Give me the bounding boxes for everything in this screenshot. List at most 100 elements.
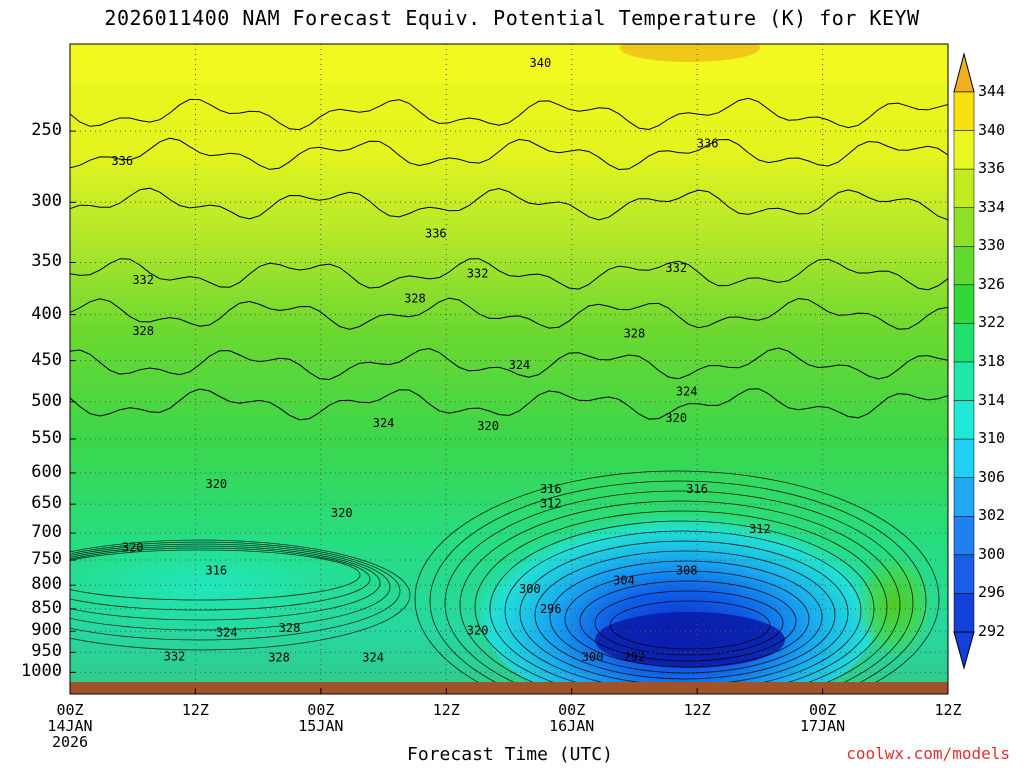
colorbar-tick-label: 322 — [978, 313, 1006, 332]
field-cold-core — [595, 612, 785, 668]
contour-line — [474, 510, 888, 682]
colorbar-tick-label: 334 — [978, 197, 1006, 216]
colorbar-tick-label: 326 — [978, 274, 1006, 293]
contour-label: 328 — [279, 621, 301, 635]
contour-label: 332 — [132, 273, 154, 287]
contour-label: 316 — [540, 482, 562, 496]
contour-label: 324 — [676, 384, 698, 398]
contour-label: 332 — [467, 266, 489, 280]
colorbar-swatch — [953, 207, 975, 247]
contour-line — [564, 570, 810, 668]
contour-label: 320 — [477, 419, 499, 433]
contour-label: 324 — [373, 416, 395, 430]
colorbar-tick-label: 296 — [978, 583, 1006, 602]
y-tick-label: 650 — [31, 493, 62, 514]
colorbar-tick-label: 310 — [978, 429, 1006, 448]
contour-line — [70, 137, 948, 171]
contour-label: 312 — [540, 497, 562, 511]
contour-label: 308 — [676, 563, 698, 577]
contour-line — [70, 388, 948, 421]
contour-line — [70, 297, 948, 330]
contour-line — [579, 580, 797, 662]
contour-line — [549, 560, 823, 674]
contour-line — [429, 480, 927, 682]
y-tick-label: 850 — [31, 597, 62, 618]
contour-line — [70, 539, 411, 651]
contour-line — [534, 550, 836, 680]
contour-line — [70, 545, 381, 621]
colorbar-tick-label: 314 — [978, 390, 1006, 409]
colorbar-tick-label: 292 — [978, 622, 1006, 640]
colorbar-tick-label: 340 — [978, 120, 1006, 139]
contour-label: 336 — [425, 227, 447, 241]
colorbar-tick-label: 318 — [978, 352, 1006, 370]
y-tick-label: 950 — [31, 641, 62, 662]
contour-label: 292 — [624, 650, 646, 664]
colorbar-swatch — [953, 438, 975, 478]
y-tick-label: 1000 — [21, 661, 62, 682]
x-tick-label: 00Z 15JAN — [298, 701, 344, 735]
colorbar-tick-label: 300 — [978, 544, 1006, 563]
contour-label: 320 — [467, 623, 489, 637]
y-tick-label: 900 — [31, 620, 62, 641]
colorbar-swatch — [953, 323, 975, 363]
contour-label: 316 — [686, 482, 708, 496]
colorbar-bottom-arrow — [953, 631, 975, 670]
contour-label: 336 — [111, 154, 133, 168]
contour-line — [594, 590, 784, 656]
contour-line — [459, 500, 901, 682]
contour-label: 324 — [509, 358, 531, 372]
credit-link[interactable]: coolwx.com/models — [846, 744, 1010, 763]
contour-label: 328 — [268, 651, 290, 665]
colorbar-swatch — [953, 246, 975, 286]
contour-line — [70, 547, 371, 611]
y-tick-label: 700 — [31, 522, 62, 543]
x-axis-title: Forecast Time (UTC) — [407, 744, 613, 765]
contour-label: 300 — [519, 582, 541, 596]
x-tick-label: 00Z 14JAN 2026 — [47, 701, 93, 751]
y-tick-label: 600 — [31, 461, 62, 482]
colorbar-swatch — [953, 516, 975, 556]
colorbar-tick-label: 344 — [978, 82, 1006, 100]
y-tick-label: 550 — [31, 427, 62, 448]
contour-label: 320 — [205, 477, 227, 491]
colorbar-swatch — [953, 361, 975, 401]
plot-area: 340 336 336 336 332 332 332 328 328 328 324 324 324 3… — [70, 44, 948, 682]
colorbar-top-arrow — [953, 52, 975, 93]
contour-label: 328 — [404, 292, 426, 306]
colorbar-tick-label: 302 — [978, 506, 1006, 525]
contour-label: 336 — [697, 136, 719, 150]
colorbar-swatch — [953, 130, 975, 170]
colorbar-swatch — [953, 284, 975, 324]
y-tick-label: 350 — [31, 251, 62, 272]
contour-line — [70, 187, 948, 221]
chart-title: 2026011400 NAM Forecast Equiv. Potential… — [104, 6, 920, 30]
contour-label: 340 — [530, 56, 552, 70]
field-warm-right — [855, 550, 935, 660]
contour-line — [519, 540, 849, 682]
contour-label: 324 — [216, 626, 238, 640]
contour-label: 320 — [331, 506, 353, 520]
field-max-patch — [620, 44, 760, 62]
field-upper-band — [70, 44, 948, 84]
contour-label: 320 — [665, 411, 687, 425]
contour-line — [504, 530, 862, 682]
colorbar-swatch — [953, 593, 975, 633]
axes — [69, 43, 949, 695]
contour-label: 332 — [164, 649, 186, 663]
x-tick-label: 12Z — [683, 701, 711, 719]
y-tick-label: 750 — [31, 549, 62, 570]
y-tick-label: 300 — [31, 191, 62, 212]
y-tick-label: 250 — [31, 120, 62, 141]
x-tick-label: 00Z 16JAN — [549, 701, 595, 735]
colorbar-swatch — [953, 477, 975, 517]
contour-line — [70, 347, 948, 381]
contour-line — [70, 541, 401, 641]
contour-label: 312 — [749, 522, 771, 536]
y-tick-label: 450 — [31, 349, 62, 370]
y-tick-label: 500 — [31, 390, 62, 411]
contour-line — [70, 549, 361, 601]
y-tick-label: 400 — [31, 303, 62, 324]
contour-line — [70, 543, 391, 631]
